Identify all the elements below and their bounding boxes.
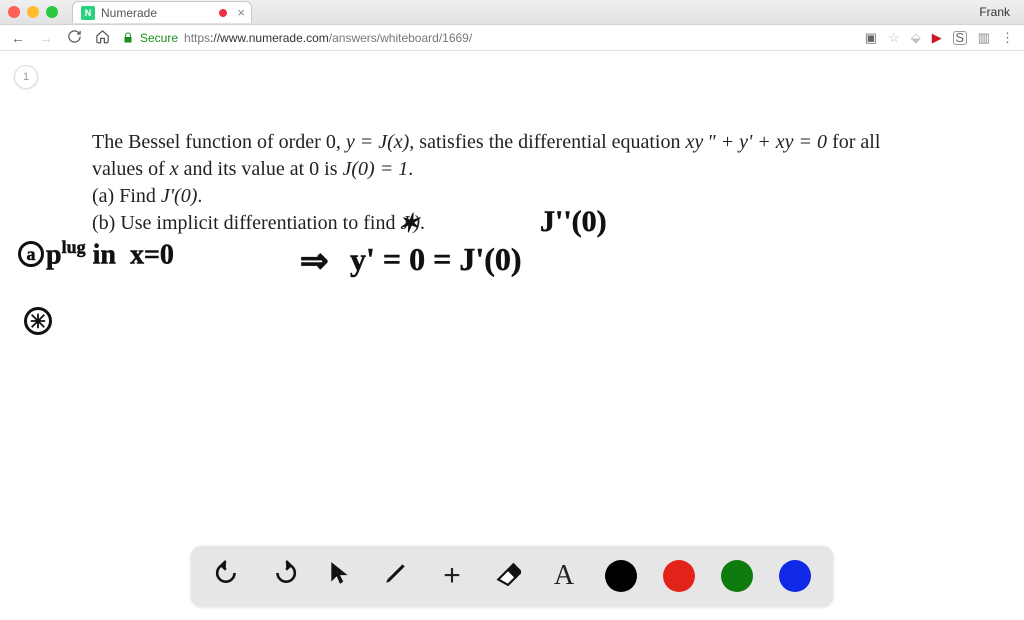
redo-button[interactable]: [269, 560, 299, 593]
cast-icon[interactable]: ▣: [865, 30, 877, 46]
chrome-profile-name[interactable]: Frank: [979, 5, 1016, 19]
cross-tool[interactable]: +: [437, 559, 467, 593]
color-swatch-blue[interactable]: [779, 560, 811, 592]
handwriting-circle-b: [24, 307, 52, 335]
extension-s-icon[interactable]: S: [953, 31, 967, 45]
address-bar[interactable]: Secure https://www.numerade.com/answers/…: [122, 31, 853, 45]
tab-favicon: N: [81, 6, 95, 20]
browser-toolbar: ← → Secure https://www.numerade.com/answ…: [0, 25, 1024, 51]
tab-title: Numerade: [101, 6, 157, 20]
close-window-button[interactable]: [8, 6, 20, 18]
youtube-icon[interactable]: ▶: [932, 30, 942, 46]
handwriting-jpp: J''(0): [540, 205, 607, 239]
zoom-window-button[interactable]: [46, 6, 58, 18]
pointer-tool[interactable]: [325, 560, 355, 593]
problem-statement: The Bessel function of order 0, y = J(x)…: [92, 129, 922, 237]
browser-tab[interactable]: N Numerade ×: [72, 1, 252, 23]
page-content: 1 The Bessel function of order 0, y = J(…: [0, 51, 1024, 620]
tab-close-icon[interactable]: ×: [237, 5, 245, 20]
reload-button[interactable]: [66, 29, 82, 47]
text-tool[interactable]: A: [549, 560, 579, 592]
whiteboard-toolbar: + A: [191, 546, 833, 606]
secure-label: Secure: [140, 31, 178, 45]
page-number-badge[interactable]: 1: [14, 65, 38, 89]
forward-button: →: [38, 30, 54, 46]
handwriting-equation: y' = 0 = J'(0): [350, 241, 522, 278]
traffic-lights: [8, 6, 58, 18]
scratched-text: J )✶: [400, 212, 420, 234]
color-swatch-green[interactable]: [721, 560, 753, 592]
bookmark-star-icon[interactable]: ☆: [888, 30, 900, 46]
recording-indicator-icon: [219, 9, 227, 17]
home-button[interactable]: [94, 29, 110, 47]
url-text: https://www.numerade.com/answers/whitebo…: [184, 31, 472, 45]
pencil-tool[interactable]: [381, 560, 411, 593]
extension-icon[interactable]: ▥: [978, 30, 990, 46]
chrome-menu-icon[interactable]: ⋮: [1001, 30, 1014, 46]
toolbar-right-icons: ▣ ☆ ⬙ ▶ S ▥ ⋮: [865, 30, 1014, 46]
handwriting-circle-a: a: [18, 241, 44, 267]
lock-icon: [122, 32, 134, 44]
color-swatch-red[interactable]: [663, 560, 695, 592]
undo-button[interactable]: [213, 560, 243, 593]
browser-tabstrip: N Numerade ×: [72, 1, 252, 23]
window-titlebar: N Numerade × Frank: [0, 0, 1024, 25]
handwriting-plug-in: plug in x=0: [46, 237, 174, 271]
back-button[interactable]: ←: [10, 30, 26, 46]
handwriting-arrow: ⇒: [300, 241, 329, 281]
minimize-window-button[interactable]: [27, 6, 39, 18]
color-swatch-black[interactable]: [605, 560, 637, 592]
eraser-tool[interactable]: [493, 560, 523, 593]
dropbox-icon[interactable]: ⬙: [911, 30, 921, 46]
